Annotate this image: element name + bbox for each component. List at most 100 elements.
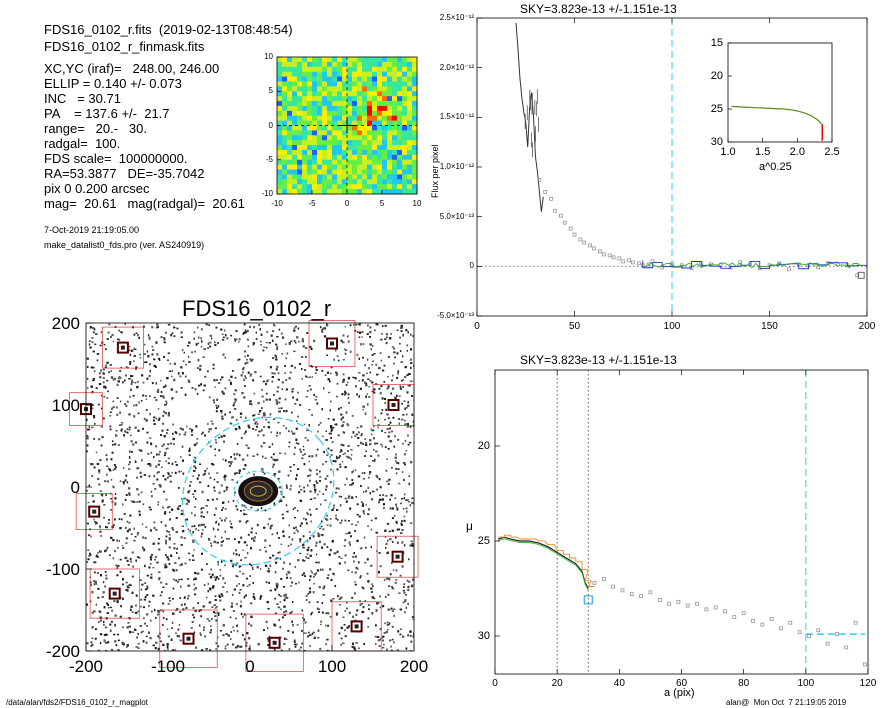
noise-pixel [355,613,358,616]
noise-pixel [143,325,145,328]
heatmap-cell [322,145,328,151]
noise-pixel [306,513,309,515]
noise-pixel [301,574,304,576]
noise-pixel [93,561,95,564]
noise-pixel [188,454,191,456]
noise-pixel [108,323,111,326]
noise-pixel [303,490,306,493]
heatmap-cell [342,174,348,180]
noise-pixel [330,454,333,456]
heatmap-cell [322,135,328,141]
noise-pixel [378,638,381,641]
heatmap-cell [292,110,298,117]
noise-pixel [309,513,312,516]
noise-pixel [395,503,397,506]
noise-pixel [290,543,292,546]
noise-pixel [265,418,267,421]
noise-pixel [323,335,327,338]
heatmap-cell [342,145,348,151]
noise-pixel [238,427,241,430]
noise-pixel [192,606,195,610]
noise-pixel [122,597,124,600]
noise-pixel [138,557,141,559]
sky-point [607,253,612,258]
noise-pixel [134,460,137,462]
noise-pixel [222,458,224,461]
heatmap-cell [292,125,298,131]
heatmap-cell [372,57,378,63]
heatmap-cell [377,105,383,112]
noise-pixel [295,427,298,430]
noise-pixel [275,356,277,359]
noise-pixel [239,565,242,568]
heatmap-cell [372,66,378,73]
noise-pixel [128,521,131,524]
noise-pixel [232,626,234,629]
noise-pixel [91,591,94,594]
heatmap-cell [302,66,308,73]
noise-pixel [224,387,227,390]
noise-pixel [190,627,193,629]
heatmap-cell [352,184,358,190]
heatmap-cell [372,101,378,107]
noise-pixel [250,624,253,627]
noise-pixel [385,469,388,472]
noise-pixel [102,591,105,594]
noise-pixel [396,376,399,379]
heatmap-cell [332,159,338,166]
heatmap-cell [317,159,323,166]
noise-pixel [320,525,323,528]
noise-pixel [137,531,140,534]
noise-pixel [330,432,332,435]
noise-pixel [294,507,297,509]
heatmap-cell [327,179,333,185]
noise-pixel [384,446,387,449]
noise-pixel [361,586,364,589]
profile-line [515,22,544,212]
noise-pixel [153,474,156,478]
noise-pixel [290,364,294,367]
heatmap-cell [362,145,368,151]
heatmap-cell [382,125,388,131]
noise-pixel [407,434,409,437]
heatmap-cell [317,71,323,78]
noise-pixel [180,603,183,607]
noise-pixel [125,588,128,592]
heatmap-cell [292,145,298,151]
noise-pixel [171,621,174,624]
heatmap-cell [377,91,383,97]
noise-pixel [165,565,168,568]
noise-pixel [276,347,279,351]
heatmap-cell [412,125,418,131]
heatmap-cell [277,110,283,117]
noise-pixel [170,442,173,445]
heatmap-cell [282,125,288,131]
heatmap-cell [347,91,353,97]
heatmap-cell [307,174,313,180]
noise-pixel [135,604,137,607]
noise-pixel [163,435,166,438]
heatmap-cell [347,110,353,117]
noise-pixel [114,467,117,470]
noise-pixel [411,501,414,505]
noise-pixel [321,329,323,332]
heatmap-cell [352,101,358,107]
noise-pixel [243,638,246,641]
noise-pixel [172,529,174,531]
heatmap-cell [397,135,403,141]
heatmap-cell [412,174,418,180]
heatmap-cell [412,120,418,126]
heatmap-cell [382,179,388,185]
heatmap-cell [332,71,338,78]
heatmap-cell [392,115,398,122]
noise-pixel [125,526,127,529]
noise-pixel [156,478,159,481]
noise-pixel [230,334,233,337]
noise-pixel [284,593,287,596]
heatmap-cell [412,105,418,112]
noise-pixel [406,374,409,376]
heatmap-cell [332,105,338,112]
noise-pixel [183,351,185,354]
noise-pixel [197,336,200,339]
noise-pixel [198,624,201,627]
